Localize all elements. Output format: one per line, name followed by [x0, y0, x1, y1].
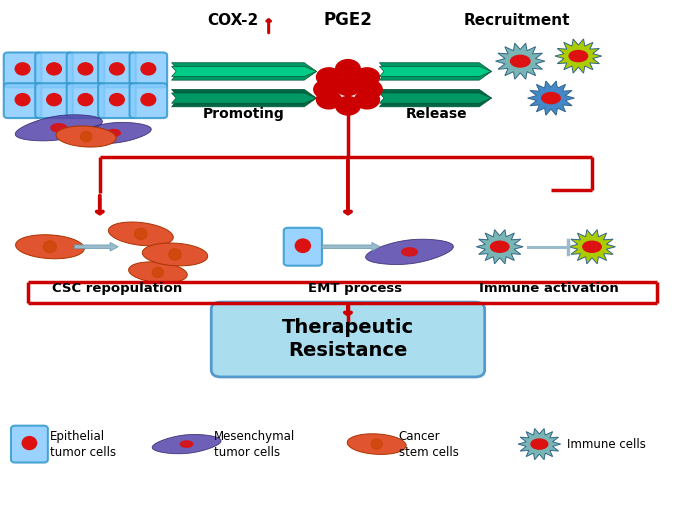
- Ellipse shape: [355, 68, 379, 86]
- FancyBboxPatch shape: [66, 52, 104, 87]
- Polygon shape: [75, 122, 151, 143]
- Polygon shape: [379, 93, 492, 103]
- Ellipse shape: [358, 80, 382, 99]
- Text: Epithelial
tumor cells: Epithelial tumor cells: [50, 430, 116, 458]
- Polygon shape: [555, 39, 601, 73]
- Ellipse shape: [47, 63, 62, 75]
- Ellipse shape: [314, 80, 338, 99]
- Polygon shape: [56, 126, 116, 147]
- Polygon shape: [108, 222, 173, 246]
- FancyBboxPatch shape: [35, 52, 73, 87]
- FancyBboxPatch shape: [129, 52, 167, 87]
- Polygon shape: [172, 89, 316, 107]
- Polygon shape: [347, 434, 406, 454]
- Text: Immune activation: Immune activation: [479, 282, 619, 295]
- Polygon shape: [527, 81, 575, 115]
- Text: EMT process: EMT process: [308, 282, 402, 295]
- Ellipse shape: [336, 77, 360, 96]
- Ellipse shape: [316, 90, 341, 109]
- Text: CSC repopulation: CSC repopulation: [52, 282, 182, 295]
- Text: Cancer
stem cells: Cancer stem cells: [399, 430, 458, 458]
- Text: Mesenchymal
tumor cells: Mesenchymal tumor cells: [214, 430, 295, 458]
- Ellipse shape: [542, 93, 560, 104]
- FancyBboxPatch shape: [11, 426, 48, 463]
- Polygon shape: [142, 243, 208, 266]
- Ellipse shape: [15, 94, 30, 106]
- Polygon shape: [172, 66, 316, 77]
- FancyArrow shape: [75, 243, 119, 251]
- Ellipse shape: [490, 241, 509, 252]
- FancyBboxPatch shape: [4, 52, 41, 87]
- Polygon shape: [129, 262, 187, 283]
- Ellipse shape: [135, 228, 147, 240]
- FancyBboxPatch shape: [98, 52, 136, 87]
- Ellipse shape: [110, 63, 124, 75]
- Ellipse shape: [510, 56, 530, 67]
- Ellipse shape: [51, 124, 66, 132]
- Text: Promoting: Promoting: [203, 107, 284, 121]
- Ellipse shape: [295, 239, 310, 252]
- Ellipse shape: [107, 130, 121, 136]
- FancyBboxPatch shape: [4, 83, 41, 118]
- Polygon shape: [495, 43, 545, 79]
- Polygon shape: [16, 235, 84, 259]
- Ellipse shape: [531, 439, 548, 449]
- Ellipse shape: [78, 63, 92, 75]
- Ellipse shape: [583, 241, 601, 252]
- Text: Therapeutic
Resistance: Therapeutic Resistance: [282, 318, 414, 360]
- FancyArrow shape: [322, 243, 380, 251]
- Polygon shape: [476, 230, 523, 264]
- FancyBboxPatch shape: [211, 302, 485, 377]
- Ellipse shape: [180, 441, 192, 447]
- Polygon shape: [366, 239, 453, 265]
- Polygon shape: [379, 66, 492, 77]
- Ellipse shape: [22, 436, 36, 450]
- Polygon shape: [379, 89, 492, 107]
- Text: Recruitment: Recruitment: [464, 13, 570, 28]
- Ellipse shape: [80, 132, 92, 142]
- Polygon shape: [152, 434, 221, 454]
- Polygon shape: [379, 63, 492, 80]
- Text: COX-2: COX-2: [208, 13, 259, 28]
- Polygon shape: [15, 115, 103, 141]
- Ellipse shape: [169, 249, 181, 260]
- FancyBboxPatch shape: [35, 83, 73, 118]
- Ellipse shape: [336, 60, 360, 78]
- FancyBboxPatch shape: [98, 83, 136, 118]
- Text: Release: Release: [406, 107, 468, 121]
- FancyBboxPatch shape: [284, 228, 322, 266]
- Polygon shape: [172, 63, 316, 80]
- Ellipse shape: [78, 94, 92, 106]
- Ellipse shape: [336, 97, 360, 115]
- Ellipse shape: [401, 248, 417, 256]
- Ellipse shape: [316, 68, 341, 86]
- Ellipse shape: [569, 50, 588, 62]
- Ellipse shape: [355, 90, 379, 109]
- Ellipse shape: [47, 94, 62, 106]
- Text: Immune cells: Immune cells: [566, 437, 645, 451]
- Polygon shape: [569, 230, 615, 264]
- Ellipse shape: [152, 267, 164, 278]
- FancyBboxPatch shape: [129, 83, 167, 118]
- Ellipse shape: [43, 241, 56, 253]
- Ellipse shape: [371, 439, 382, 449]
- FancyBboxPatch shape: [66, 83, 104, 118]
- Ellipse shape: [15, 63, 30, 75]
- Text: PGE2: PGE2: [323, 11, 373, 29]
- Ellipse shape: [141, 94, 155, 106]
- Ellipse shape: [141, 63, 155, 75]
- Polygon shape: [518, 429, 561, 460]
- Polygon shape: [172, 93, 316, 103]
- Ellipse shape: [110, 94, 124, 106]
